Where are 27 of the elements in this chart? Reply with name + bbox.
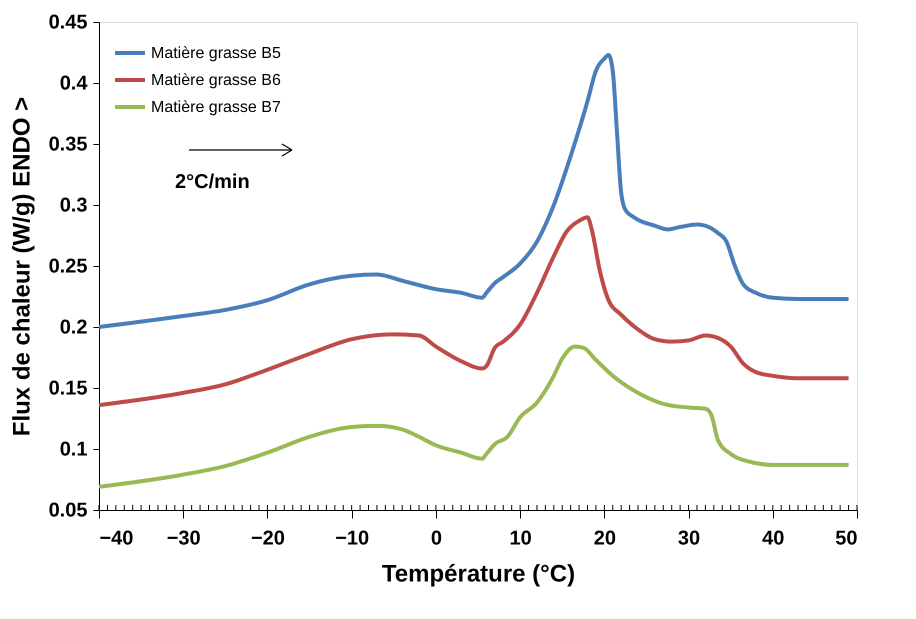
x-tick-label: −10 (335, 528, 370, 550)
y-tick-label: 0.2 (60, 316, 88, 338)
x-axis-title: Température (°C) (382, 560, 576, 588)
y-axis-title: Flux de chaleur (W/g) ENDO > (8, 96, 36, 436)
y-tick-label: 0.05 (48, 500, 88, 522)
y-tick-label: 0.15 (48, 378, 88, 400)
y-tick-label: 0.35 (48, 134, 88, 156)
x-tick-label: 0 (430, 528, 442, 550)
annotation: 2°C/min (175, 171, 250, 193)
x-tick-label: 20 (594, 528, 616, 550)
legend-label: Matière grasse B7 (151, 99, 281, 116)
x-tick-label: 50 (835, 528, 858, 550)
line-series (97, 344, 851, 489)
x-tick-label: 30 (678, 528, 700, 550)
y-tick-label: 0.1 (60, 438, 88, 460)
y-tick-label: 0.4 (60, 72, 88, 94)
legend-label: Matière grasse B6 (151, 72, 281, 89)
legend-label: Matière grasse B5 (151, 45, 281, 62)
x-tick-label: −30 (166, 528, 201, 550)
line-series (97, 215, 851, 408)
x-tick-label: 10 (509, 528, 532, 550)
y-tick-label: 0.45 (48, 12, 88, 34)
x-tick-label: 40 (762, 528, 784, 550)
x-tick-label: −40 (100, 528, 134, 550)
x-tick-label: −20 (250, 528, 285, 550)
y-tick-label: 0.25 (48, 256, 88, 278)
y-tick-label: 0.3 (60, 194, 88, 216)
